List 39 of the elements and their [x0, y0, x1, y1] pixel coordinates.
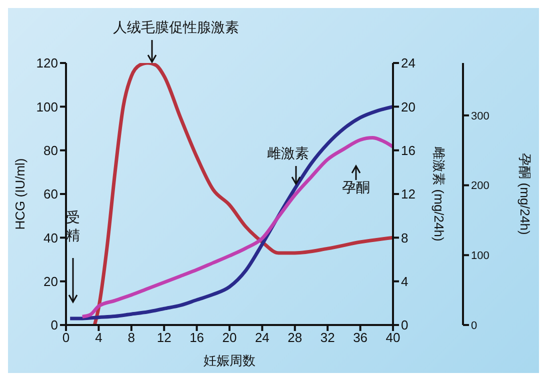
x-tick-label: 20: [222, 330, 237, 346]
x-tick-label: 4: [95, 330, 102, 346]
x-tick-label: 0: [62, 330, 70, 346]
y-tick-label: 0: [50, 318, 58, 333]
y2-tick-label: 12: [401, 186, 416, 202]
annotation: 受精: [66, 209, 80, 243]
y2-tick-label: 16: [401, 142, 416, 158]
y2-tick-label: 24: [401, 56, 416, 71]
y3-axis-title: 孕酮 (mg/24h): [517, 153, 532, 235]
y-tick-label: 40: [44, 230, 58, 246]
x-tick-label: 16: [190, 330, 204, 346]
annotation: 雌激素: [267, 145, 309, 161]
line-series: [80, 136, 393, 318]
y2-tick-label: 20: [401, 99, 416, 114]
y-tick-label: 120: [36, 56, 58, 71]
y-tick-label: 100: [36, 99, 58, 114]
y-tick-label: 60: [44, 186, 58, 202]
y-axis-title: HCG (IU/ml): [12, 158, 28, 230]
line-series: [68, 104, 393, 320]
y2-axis-title: 雌激素 (mg/24h): [431, 146, 446, 242]
x-tick-label: 8: [128, 330, 136, 346]
x-tick-label: 28: [288, 330, 302, 346]
y3-tick-label: 200: [471, 180, 490, 192]
y2-tick-label: 0: [401, 318, 408, 333]
annotation: 孕酮: [342, 179, 370, 195]
x-tick-label: 24: [254, 330, 270, 346]
x-tick-label: 12: [156, 330, 172, 346]
y-tick-label: 20: [44, 274, 58, 289]
text: 人绒毛膜促性腺激素: [113, 19, 239, 35]
x-tick-label: 36: [353, 330, 368, 346]
y-tick-label: 80: [44, 142, 58, 158]
y2-tick-label: 4: [401, 274, 408, 289]
y2-tick-label: 8: [401, 230, 408, 246]
y3-tick-label: 100: [471, 250, 490, 262]
x-axis-title: 妊娠周数: [204, 353, 256, 368]
y3-tick-label: 300: [471, 110, 490, 122]
x-tick-label: 32: [320, 330, 335, 346]
x-tick-label: 40: [386, 330, 400, 346]
y3-tick-label: 0: [471, 320, 478, 332]
